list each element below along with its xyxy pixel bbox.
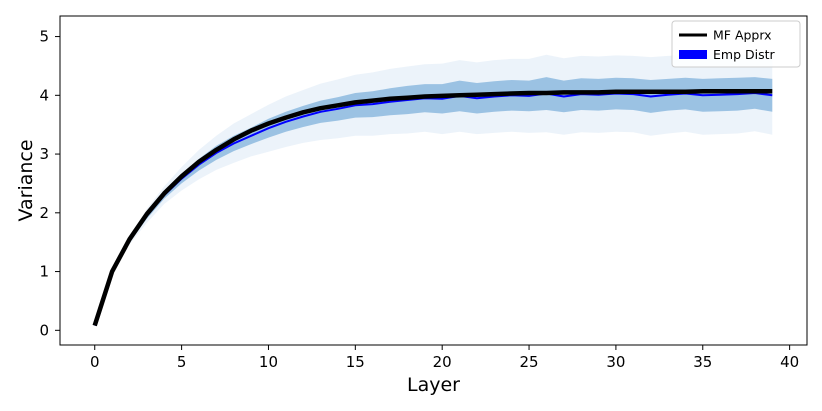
legend: MF Apprx Emp Distr <box>671 20 801 68</box>
plot-frame <box>59 15 808 346</box>
legend-label-emp-distr: Emp Distr <box>713 47 775 62</box>
y-tick-label: 3 <box>39 145 49 163</box>
x-tick-label: 0 <box>90 353 100 371</box>
mf-apprx-line <box>92 88 773 327</box>
y-tick-label: 5 <box>39 28 49 46</box>
x-tick-label: 10 <box>259 353 278 371</box>
emp-distr-outer-band <box>94 54 773 326</box>
emp-distr-mean-line <box>93 92 773 326</box>
x-tick-label: 35 <box>693 353 712 371</box>
y-tick-label: 4 <box>39 86 49 104</box>
y-tick-label: 0 <box>39 321 49 339</box>
x-tick-label: 40 <box>780 353 799 371</box>
legend-label-mf-apprx: MF Apprx <box>713 28 772 43</box>
y-axis-label: Variance <box>15 139 37 221</box>
x-axis: 0 5 10 15 20 25 30 35 40 <box>90 345 799 371</box>
y-tick-label: 2 <box>39 204 49 222</box>
lines-layer <box>92 88 773 327</box>
plot-background <box>60 16 807 345</box>
bands-layer <box>94 54 773 326</box>
y-tick-label: 1 <box>39 263 49 281</box>
x-tick-label: 30 <box>606 353 625 371</box>
emp-distr-inner-band <box>94 77 773 326</box>
x-axis-label: Layer <box>407 374 460 396</box>
x-tick-label: 25 <box>519 353 538 371</box>
y-axis: 0 1 2 3 4 5 <box>39 28 60 339</box>
x-tick-label: 20 <box>433 353 452 371</box>
legend-swatch-emp-distr <box>679 50 707 59</box>
x-tick-label: 15 <box>346 353 365 371</box>
x-tick-label: 5 <box>177 353 187 371</box>
